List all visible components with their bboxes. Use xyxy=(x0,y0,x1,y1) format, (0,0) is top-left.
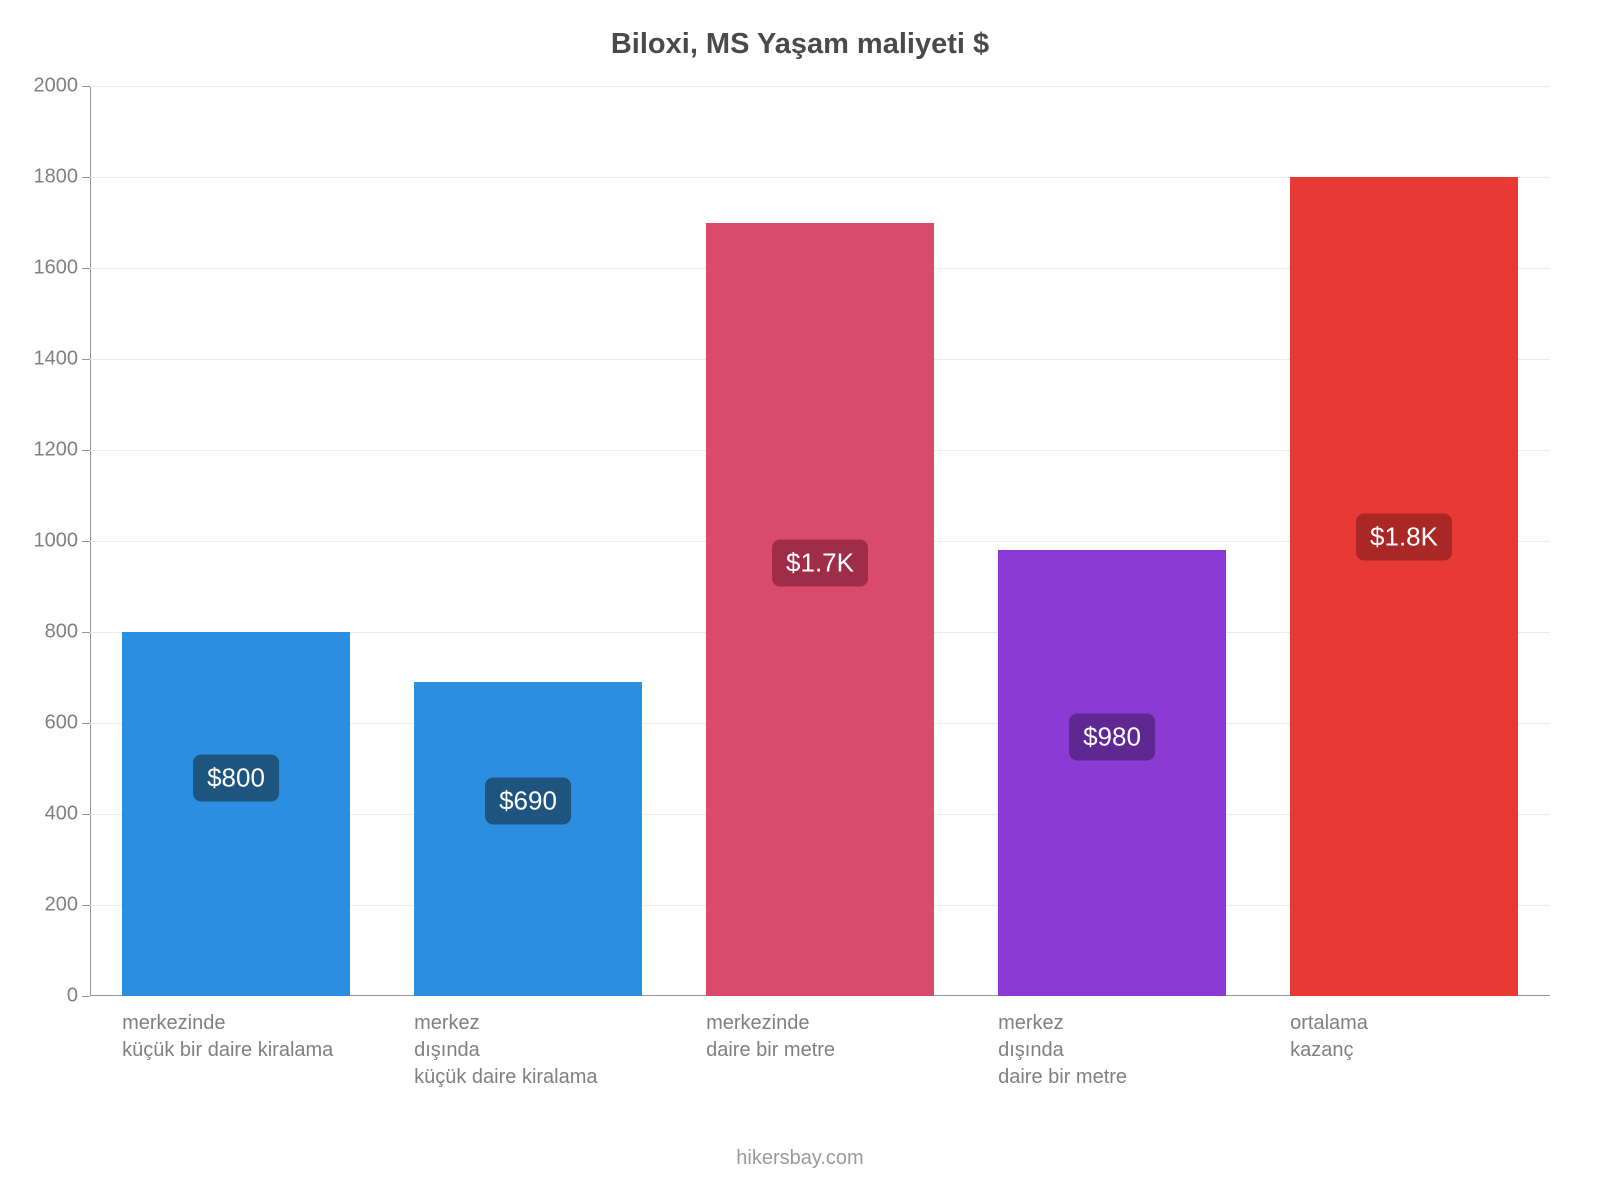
x-category-label: merkezindedaire bir metre xyxy=(706,996,974,1064)
y-tick-label: 1600 xyxy=(34,257,91,280)
bar-value-label: $800 xyxy=(193,754,279,801)
y-tick-label: 200 xyxy=(45,894,90,917)
y-tick-label: 2000 xyxy=(34,75,91,98)
y-tick-label: 400 xyxy=(45,803,90,826)
y-tick-label: 1000 xyxy=(34,530,91,553)
bar xyxy=(122,632,350,996)
bar-value-label: $1.8K xyxy=(1356,514,1452,561)
cost-of-living-chart: Biloxi, MS Yaşam maliyeti $ 020040060080… xyxy=(0,0,1600,1200)
chart-footer: hikersbay.com xyxy=(0,1147,1600,1170)
y-tick-label: 1200 xyxy=(34,439,91,462)
plot-area: 0200400600800100012001400160018002000 $8… xyxy=(90,86,1550,996)
chart-title: Biloxi, MS Yaşam maliyeti $ xyxy=(0,28,1600,61)
y-tick-label: 1800 xyxy=(34,166,91,189)
x-category-label: merkezdışındaküçük daire kiralama xyxy=(414,996,682,1091)
x-category-label: ortalamakazanç xyxy=(1290,996,1558,1064)
bar-value-label: $690 xyxy=(485,778,571,825)
y-tick-label: 1400 xyxy=(34,348,91,371)
y-tick-label: 800 xyxy=(45,621,90,644)
bars-group: $800 $690 $1.7K $980 $1.8K xyxy=(90,86,1550,996)
bar xyxy=(706,223,934,997)
bar-value-label: $980 xyxy=(1069,714,1155,761)
x-category-label: merkezindeküçük bir daire kiralama xyxy=(122,996,390,1064)
y-tick-label: 0 xyxy=(67,985,90,1008)
x-category-label: merkezdışındadaire bir metre xyxy=(998,996,1266,1091)
bar xyxy=(1290,177,1518,996)
y-tick-label: 600 xyxy=(45,712,90,735)
bar xyxy=(414,682,642,996)
bar xyxy=(998,550,1226,996)
bar-value-label: $1.7K xyxy=(772,539,868,586)
